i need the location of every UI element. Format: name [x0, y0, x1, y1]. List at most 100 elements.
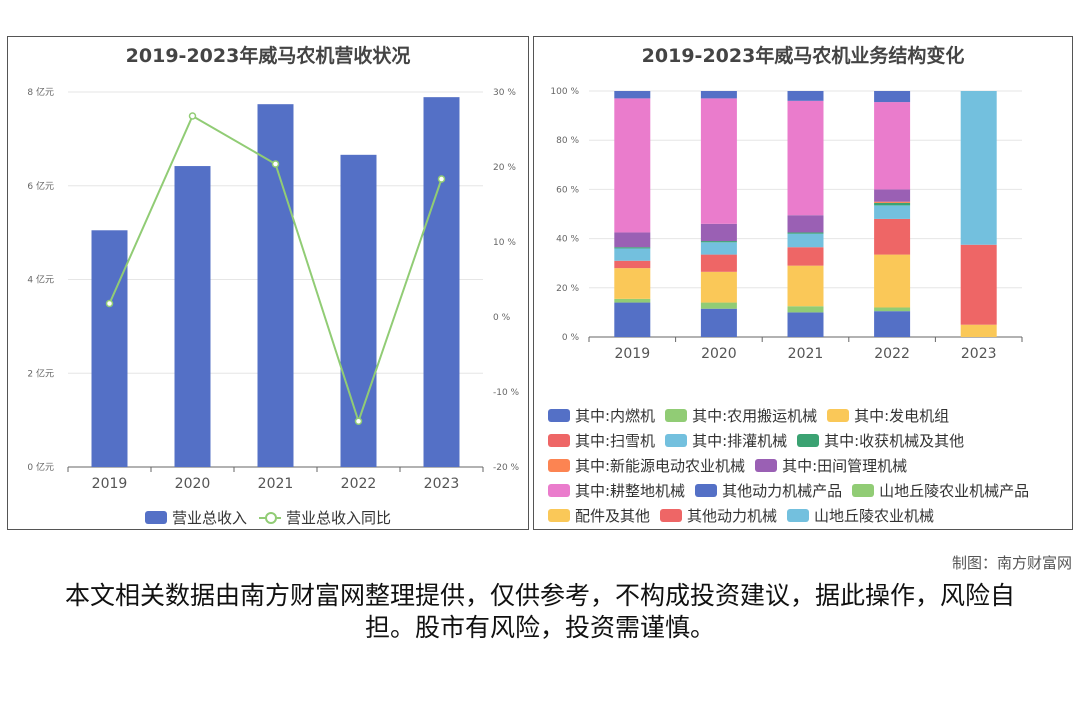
y-right-tick-label: 10 %	[493, 238, 516, 248]
stack-segment	[700, 98, 737, 224]
legend-swatch	[787, 509, 810, 522]
yoy-point	[271, 160, 280, 168]
legend-item: 其中:农用搬运机械	[665, 403, 817, 428]
y-left-tick-label: 6 亿元	[27, 180, 54, 192]
yoy-point	[437, 175, 446, 183]
legend-item: 山地丘陵农业机械	[787, 503, 934, 528]
stack-segment	[700, 302, 737, 309]
legend-label: 营业总收入同比	[286, 509, 392, 527]
legend-item: 其中:扫雪机	[548, 428, 655, 453]
legend-item: 配件及其他	[548, 503, 650, 528]
revenue-bar	[91, 230, 128, 467]
legend-item: 其他动力机械产品	[695, 478, 842, 503]
x-tick-label: 2021	[788, 346, 824, 362]
stack-segment	[874, 218, 911, 255]
legend-item: 其他动力机械	[660, 503, 777, 528]
stack-segment	[700, 91, 737, 99]
stack-segment	[787, 247, 824, 266]
legend-label: 其中:扫雪机	[575, 432, 656, 450]
stack-segment	[960, 324, 997, 337]
legend-swatch	[548, 459, 570, 472]
x-tick-label: 2021	[258, 476, 294, 492]
x-tick-label: 2022	[874, 346, 910, 362]
stack-segment	[700, 242, 737, 255]
legend-label: 配件及其他	[575, 507, 651, 525]
legend-item: 其中:内燃机	[548, 403, 655, 428]
stack-segment	[700, 241, 737, 243]
legend-label: 其中:新能源电动农业机械	[575, 457, 746, 475]
revenue-bar	[423, 97, 460, 467]
stack-segment	[614, 268, 651, 299]
stack-segment	[614, 98, 651, 233]
legend-swatch	[144, 511, 167, 524]
stack-segment	[874, 189, 911, 202]
revenue-chart-panel: 2019-2023年威马农机营收状况 0 亿元 2 亿元 4 亿元 6 亿元 8 亿元 -…	[7, 36, 529, 530]
x-tick-label: 2019	[614, 346, 650, 362]
stack-segment	[960, 91, 997, 245]
y-left-tick-label: 8 亿元	[27, 86, 54, 98]
legend-line-swatch	[259, 511, 281, 524]
legend-item: 其中:收获机械及其他	[797, 428, 964, 453]
structure-chart-title: 2019-2023年威马农机业务结构变化	[641, 45, 965, 67]
y-tick-label: 60 %	[556, 185, 579, 195]
legend-label: 其中:发电机组	[854, 407, 950, 425]
stack-segment	[787, 215, 824, 233]
stack-segment	[787, 265, 824, 307]
y-right-tick-label: 30 %	[493, 88, 516, 98]
legend-item: 其中:田间管理机械	[755, 453, 907, 478]
yoy-point	[188, 112, 197, 120]
y-left-tick-label: 4 亿元	[27, 274, 54, 286]
revenue-bar	[257, 104, 294, 467]
legend-item: 其中:发电机组	[827, 403, 949, 428]
structure-chart-svg: 0 % 20 % 40 % 60 % 80 % 100 % 2019 2020 2021 2022…	[550, 87, 1023, 362]
stack-segment	[700, 223, 737, 242]
revenue-chart-legend: 营业总收入 营业总收入同比	[8, 507, 528, 528]
legend-item: 其中:新能源电动农业机械	[548, 453, 745, 478]
legend-swatch	[660, 509, 683, 522]
revenue-bar	[340, 154, 377, 467]
stack-segment	[874, 91, 911, 103]
stack-segment	[874, 201, 911, 203]
x-tick-label: 2020	[175, 476, 211, 492]
legend-item: 山地丘陵农业机械产品	[852, 478, 1029, 503]
stack-segment	[614, 298, 651, 303]
y-tick-label: 0 %	[562, 333, 580, 343]
legend-swatch	[755, 459, 778, 472]
legend-swatch	[827, 409, 850, 422]
y-right-tick-label: -20 %	[493, 463, 520, 473]
stack-segment	[614, 302, 651, 337]
legend-swatch	[695, 484, 718, 497]
structure-chart-panel: 2019-2023年威马农机业务结构变化 0 % 20 % 40 % 60 % 80 %…	[533, 36, 1073, 530]
stack-segment	[614, 247, 651, 249]
stack-segment	[700, 254, 737, 272]
stack-segment	[787, 233, 824, 248]
stack-segment	[700, 271, 737, 303]
y-left-tick-label: 0 亿元	[27, 461, 54, 473]
x-tick-label: 2023	[961, 346, 997, 362]
legend-label: 其中:收获机械及其他	[824, 432, 965, 450]
revenue-chart-title: 2019-2023年威马农机营收状况	[125, 45, 411, 67]
legend-label: 其中:排灌机械	[692, 432, 788, 450]
y-left-tick-label: 2 亿元	[27, 367, 54, 379]
legend-label: 山地丘陵农业机械产品	[879, 482, 1030, 500]
legend-swatch	[665, 409, 688, 422]
legend-swatch	[548, 409, 570, 422]
legend-label: 其他动力机械产品	[722, 482, 843, 500]
disclaimer-text: 本文相关数据由南方财富网整理提供，仅供参考，不构成投资建议，据此操作，风险自担。…	[64, 581, 1015, 642]
stack-segment	[700, 308, 737, 337]
legend-label: 其中:耕整地机械	[575, 482, 686, 500]
legend-label: 其他动力机械	[687, 507, 778, 525]
stack-segment	[874, 311, 911, 337]
yoy-point	[354, 417, 363, 425]
stack-segment	[874, 307, 911, 312]
revenue-chart-svg: 0 亿元 2 亿元 4 亿元 6 亿元 8 亿元 -20 % -10 % 0 % 10 % 20 …	[27, 86, 520, 492]
legend-item: 其中:排灌机械	[665, 428, 787, 453]
x-tick-label: 2022	[341, 476, 377, 492]
stack-segment	[787, 312, 824, 337]
stack-segment	[874, 202, 911, 206]
stack-segment	[614, 232, 651, 248]
legend-swatch	[797, 434, 820, 447]
x-tick-label: 2019	[92, 476, 128, 492]
stack-segment	[874, 102, 911, 190]
legend-item: 营业总收入同比	[259, 507, 391, 528]
